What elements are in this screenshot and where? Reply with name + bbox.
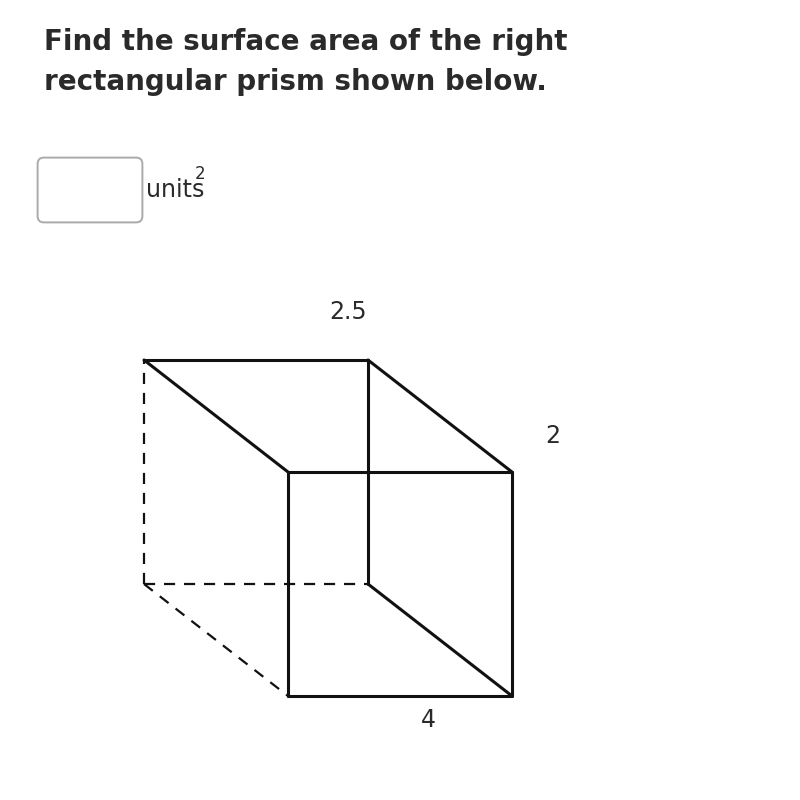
Text: 2: 2: [546, 424, 561, 448]
Text: rectangular prism shown below.: rectangular prism shown below.: [44, 68, 547, 96]
Text: 4: 4: [421, 708, 435, 732]
Text: 2: 2: [195, 165, 206, 183]
Text: 2.5: 2.5: [329, 300, 367, 324]
Text: Find the surface area of the right: Find the surface area of the right: [44, 28, 567, 56]
Text: units: units: [146, 178, 204, 202]
FancyBboxPatch shape: [38, 158, 142, 222]
